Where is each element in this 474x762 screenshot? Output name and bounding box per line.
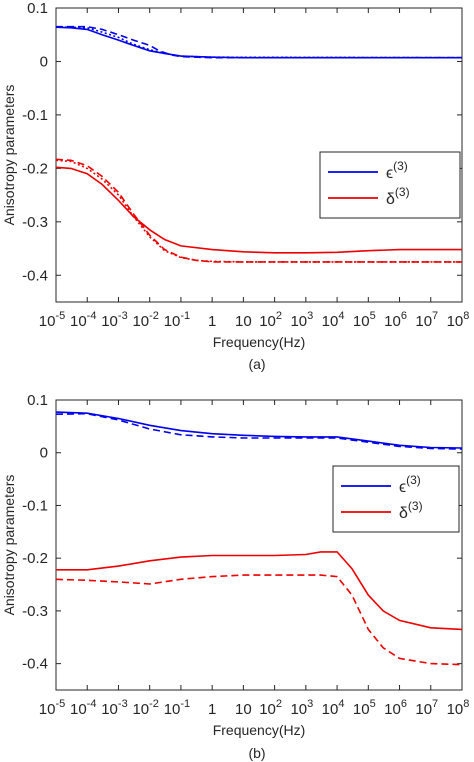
x-tick-label: 10-2 [132, 698, 158, 718]
x-axis-label: Frequency(Hz) [213, 334, 306, 350]
x-tick-label: 10-1 [164, 310, 190, 330]
series-line-epsilon-solid [56, 411, 462, 449]
x-tick-label: 105 [353, 698, 376, 718]
y-tick-label: 0 [40, 53, 48, 70]
y-tick-label: 0.1 [27, 392, 48, 409]
x-tick-label: 10 [235, 701, 252, 718]
x-tick-label: 104 [322, 310, 345, 330]
chart-panel-a: 0.1 0 -0.1 -0.2 -0.3 -0.4 10-5 10-4 10-3 10-2 10-1… [1, 0, 469, 372]
y-tick-label: -0.3 [22, 214, 48, 231]
x-tick-label: 108 [447, 698, 470, 718]
y-axis-label: Anisotropy parameters [1, 475, 17, 616]
y-tick-label: -0.4 [22, 656, 48, 673]
x-tick-label: 104 [322, 698, 345, 718]
y-tick-label: 0 [40, 445, 48, 462]
y-axis-label: Anisotropy parameters [1, 85, 17, 226]
x-tick-label: 107 [415, 698, 438, 718]
legend-box [319, 151, 461, 219]
plot-area-frame [55, 399, 463, 691]
x-tick-label: 10-5 [39, 310, 65, 330]
y-tick-label: -0.1 [22, 107, 48, 124]
x-axis-label: Frequency(Hz) [213, 722, 306, 738]
series-line-delta-solid [56, 551, 462, 631]
x-tick-label: 10-2 [132, 310, 158, 330]
x-tick-label: 106 [384, 310, 407, 330]
series-line-epsilon-dashed [56, 25, 462, 59]
x-tick-label: 10-3 [101, 310, 127, 330]
y-tick-label: 0.1 [27, 0, 48, 17]
x-tick-label: 1 [208, 701, 216, 718]
y-tick-label: -0.4 [22, 267, 48, 284]
series-line-epsilon-dotted [56, 26, 462, 59]
series-line-delta-solid [56, 166, 462, 254]
x-tick-label: 106 [384, 698, 407, 718]
x-tick-label: 108 [447, 310, 470, 330]
x-tick-label: 1 [208, 313, 216, 330]
series-line-epsilon-dashed [56, 412, 462, 450]
x-tick-label: 10 [235, 313, 252, 330]
y-tick-label: -0.1 [22, 497, 48, 514]
x-tick-label: 10-4 [70, 698, 96, 718]
x-tick-label: 105 [353, 310, 376, 330]
x-tick-label: 103 [290, 698, 313, 718]
y-tick-label: -0.3 [22, 603, 48, 620]
panel-caption: (b) [248, 745, 265, 761]
x-tick-label: 10-1 [164, 698, 190, 718]
series-line-delta-dashed [56, 158, 462, 263]
y-tick-label: -0.2 [22, 550, 48, 567]
x-tick-label: 10-5 [39, 698, 65, 718]
x-tick-label: 107 [415, 310, 438, 330]
x-tick-label: 102 [259, 698, 282, 718]
y-tick-label: -0.2 [22, 160, 48, 177]
x-tick-label: 10-4 [70, 310, 96, 330]
x-tick-label: 103 [290, 310, 313, 330]
x-tick-label: 10-3 [101, 698, 127, 718]
legend-box [332, 465, 460, 533]
plot-area-frame [55, 7, 463, 303]
series-line-epsilon-solid [56, 26, 462, 59]
x-tick-label: 102 [259, 310, 282, 330]
series-line-delta-dashed [56, 574, 462, 666]
chart-panel-b: 0.1 0 -0.1 -0.2 -0.3 -0.4 10-5 10-4 10-3 10-2 10-1… [1, 392, 469, 761]
series-line-delta-dotted [56, 159, 462, 263]
panel-caption: (a) [248, 356, 265, 372]
